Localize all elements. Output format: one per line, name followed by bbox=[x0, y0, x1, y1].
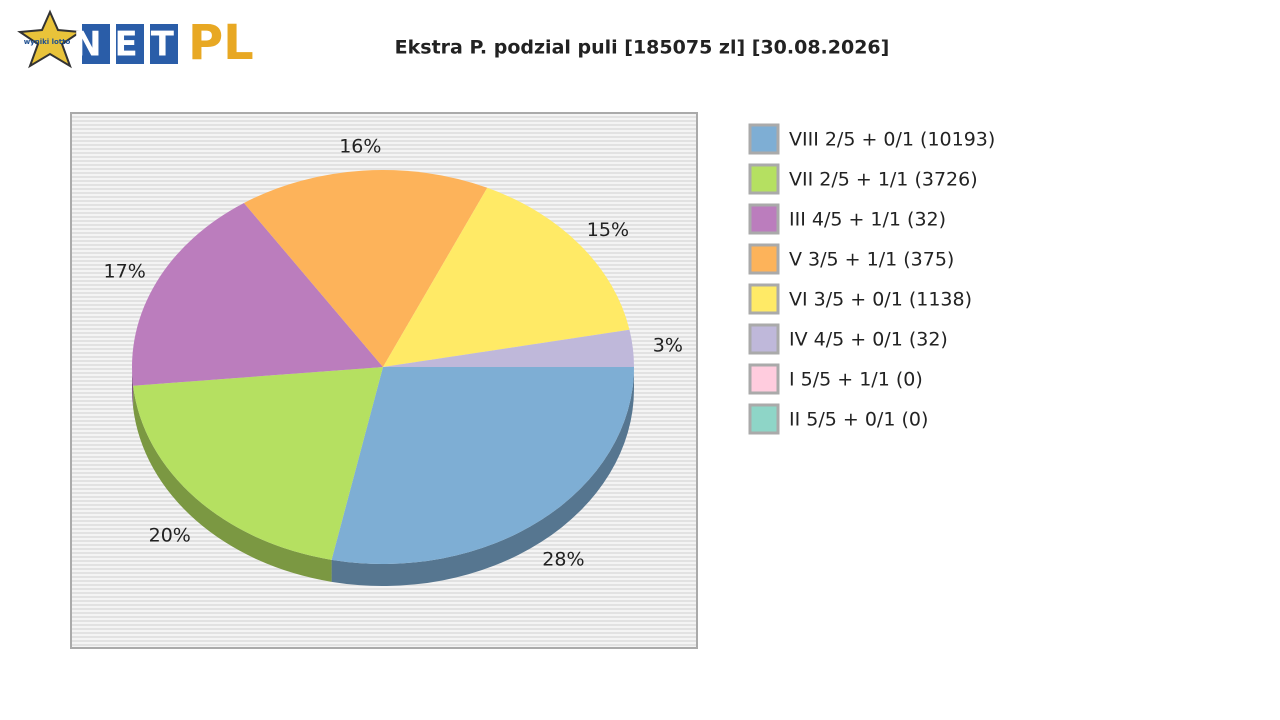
slice-side bbox=[331, 367, 634, 586]
legend-label: VI 3/5 + 0/1 (1138) bbox=[789, 289, 972, 311]
legend-label: VII 2/5 + 1/1 (3726) bbox=[789, 169, 978, 191]
slice bbox=[383, 187, 630, 367]
slice bbox=[133, 367, 383, 560]
logo-badge: wyniki lotto bbox=[24, 38, 71, 46]
slice bbox=[331, 367, 634, 565]
legend-label: III 4/5 + 1/1 (32) bbox=[789, 209, 946, 231]
slice bbox=[132, 202, 383, 386]
legend-swatch bbox=[748, 363, 780, 395]
legend-swatch bbox=[748, 123, 780, 155]
legend-label: II 5/5 + 0/1 (0) bbox=[789, 409, 928, 431]
pie: 28% 20% 17% 16% 15% 3% bbox=[104, 136, 683, 586]
legend: VIII 2/5 + 0/1 (10193) VII 2/5 + 1/1 (372… bbox=[748, 123, 995, 435]
logo-accent: PL bbox=[188, 15, 254, 71]
slice-side bbox=[132, 367, 134, 408]
chart-title: Ekstra P. podzial puli [185075 zl] [30.0… bbox=[395, 37, 890, 59]
legend-label: VIII 2/5 + 0/1 (10193) bbox=[789, 129, 995, 151]
legend-swatch bbox=[748, 403, 780, 435]
value-label: 15% bbox=[587, 219, 629, 241]
legend-swatch bbox=[748, 203, 780, 235]
legend-swatch bbox=[748, 163, 780, 195]
legend-swatch bbox=[748, 283, 780, 315]
slice-side bbox=[133, 385, 332, 582]
value-label: 16% bbox=[339, 136, 381, 158]
slice bbox=[243, 170, 488, 367]
value-label: 17% bbox=[104, 261, 146, 283]
legend-label: V 3/5 + 1/1 (375) bbox=[789, 249, 954, 271]
legend-label: IV 4/5 + 0/1 (32) bbox=[789, 329, 948, 351]
slice bbox=[383, 329, 634, 367]
legend-swatch bbox=[748, 323, 780, 355]
logo: wyniki lotto NET PL bbox=[17, 9, 254, 71]
value-label: 20% bbox=[149, 525, 191, 547]
legend-label: I 5/5 + 1/1 (0) bbox=[789, 369, 923, 391]
value-label: 3% bbox=[653, 335, 683, 357]
legend-swatch bbox=[748, 243, 780, 275]
logo-text: NET bbox=[73, 25, 187, 65]
value-label: 28% bbox=[542, 549, 584, 571]
